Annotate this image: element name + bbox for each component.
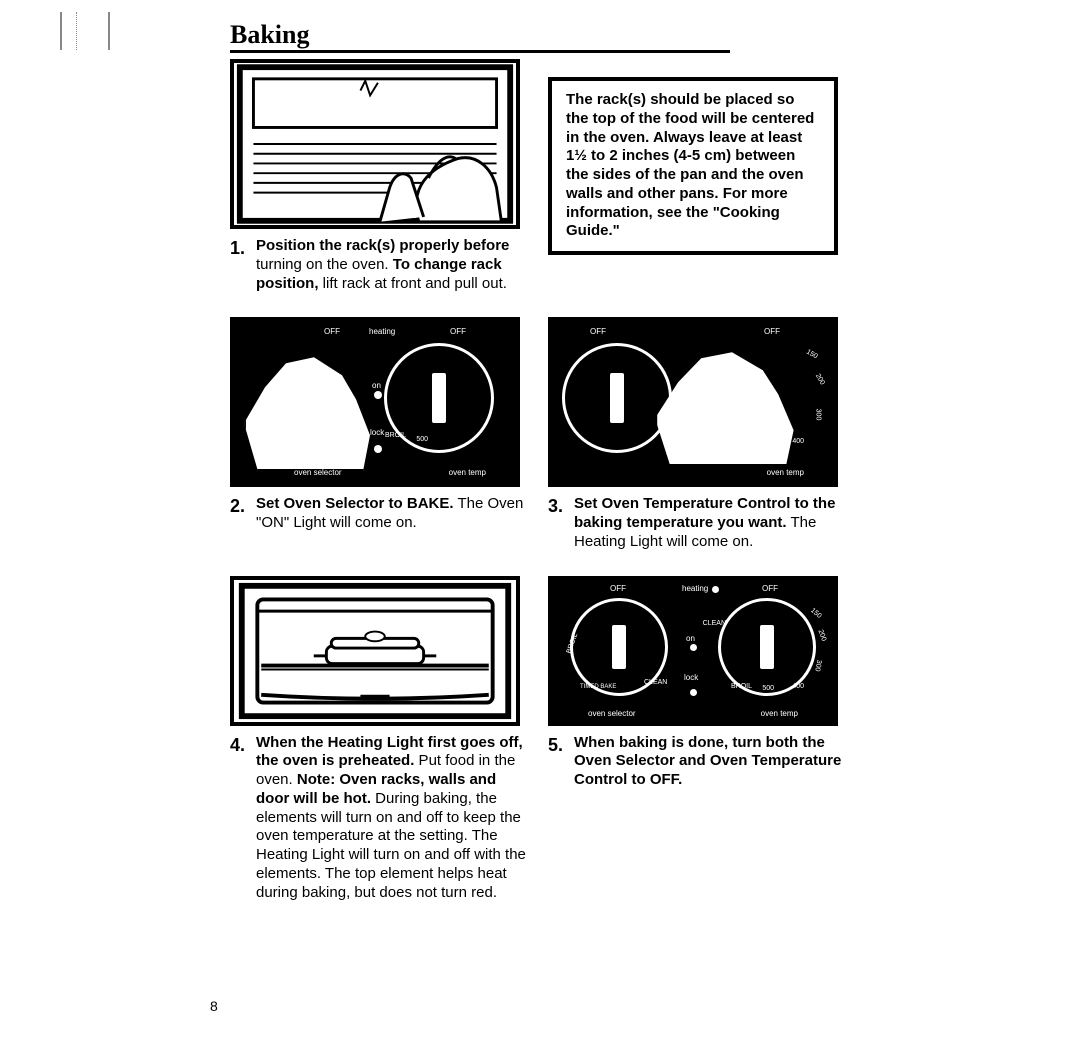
label-300: 300 bbox=[815, 409, 822, 421]
figure-dials-off: OFF heating OFF BROIL TIMED BAKE CLEAN C… bbox=[548, 576, 838, 726]
page-title: Baking bbox=[230, 20, 730, 53]
step-1-bold-1: Position the rack(s) properly before bbox=[256, 237, 509, 254]
oven-with-pan-illustration bbox=[234, 576, 516, 726]
label-150-2: 150 bbox=[809, 607, 822, 620]
label-oven-temp-3: oven temp bbox=[761, 709, 798, 718]
step-2-cell: OFF heating OFF BROIL 500 on lock oven s… bbox=[230, 317, 530, 551]
label-400-2: 400 bbox=[792, 683, 804, 690]
label-broil: BROIL bbox=[385, 432, 406, 439]
step-3-caption: 3. Set Oven Temperature Control to the b… bbox=[548, 495, 848, 551]
selector-dial-2 bbox=[562, 343, 672, 453]
step-5-cell: OFF heating OFF BROIL TIMED BAKE CLEAN C… bbox=[548, 576, 848, 903]
label-300-2: 300 bbox=[814, 659, 823, 672]
label-200: 200 bbox=[814, 373, 826, 387]
step-5-bold-1: When baking is done, turn both the Oven … bbox=[574, 734, 841, 789]
label-oven-temp: oven temp bbox=[449, 468, 486, 477]
label-off-4: OFF bbox=[764, 327, 780, 336]
label-lock-2: lock bbox=[684, 673, 698, 682]
label-200-2: 200 bbox=[817, 628, 828, 641]
figure-food-in-oven bbox=[230, 576, 520, 726]
step-1-text-2: lift rack at front and pull out. bbox=[319, 275, 507, 292]
label-500-2: 500 bbox=[762, 685, 774, 692]
label-heating-2: heating bbox=[682, 584, 708, 593]
step-4-caption: 4. When the Heating Light first goes off… bbox=[230, 734, 530, 903]
page-number: 8 bbox=[210, 998, 218, 1014]
step-5-caption: 5. When baking is done, turn both the Ov… bbox=[548, 734, 848, 790]
label-oven-selector: oven selector bbox=[294, 468, 342, 477]
callout-cell: The rack(s) should be placed so the top … bbox=[548, 59, 848, 293]
rack-placement-callout: The rack(s) should be placed so the top … bbox=[548, 77, 838, 255]
step-4-number: 4. bbox=[230, 734, 245, 757]
label-oven-temp-2: oven temp bbox=[767, 468, 804, 477]
step-5-number: 5. bbox=[548, 734, 563, 757]
label-off-1: OFF bbox=[324, 327, 340, 336]
label-off-2: OFF bbox=[450, 327, 466, 336]
step-2-number: 2. bbox=[230, 495, 245, 518]
label-on: on bbox=[372, 381, 381, 390]
step-3-cell: OFF OFF 150 200 300 400 BROIL oven temp … bbox=[548, 317, 848, 551]
step-4-cell: 4. When the Heating Light first goes off… bbox=[230, 576, 530, 903]
label-off-3: OFF bbox=[590, 327, 606, 336]
hand-turning-temp-icon bbox=[655, 346, 809, 466]
page-edge-marks bbox=[60, 12, 110, 50]
step-1-caption: 1. Position the rack(s) properly before … bbox=[230, 237, 530, 293]
temp-dial-off bbox=[718, 598, 816, 696]
label-on-2: on bbox=[686, 634, 695, 643]
step-3-number: 3. bbox=[548, 495, 563, 518]
label-clean: CLEAN bbox=[644, 679, 667, 686]
label-400: 400 bbox=[792, 438, 804, 445]
label-heating: heating bbox=[369, 327, 395, 336]
step-1-text-1: turning on the oven. bbox=[256, 256, 393, 273]
figure-set-temp: OFF OFF 150 200 300 400 BROIL oven temp bbox=[548, 317, 838, 487]
label-oven-selector-2: oven selector bbox=[588, 709, 636, 718]
step-2-caption: 2. Set Oven Selector to BAKE. The Oven "… bbox=[230, 495, 530, 533]
step-1-number: 1. bbox=[230, 237, 245, 260]
step-2-bold-1: Set Oven Selector to BAKE. bbox=[256, 495, 454, 512]
label-150: 150 bbox=[805, 349, 819, 361]
label-off-6: OFF bbox=[762, 584, 778, 593]
label-timed-bake: TIMED BAKE bbox=[580, 684, 616, 690]
figure-rack-placement bbox=[230, 59, 520, 229]
label-clean-2: CLEAN bbox=[703, 620, 726, 627]
step-1-cell: 1. Position the rack(s) properly before … bbox=[230, 59, 530, 293]
label-broil-2: BROIL bbox=[743, 440, 764, 447]
oven-rack-illustration bbox=[234, 59, 516, 229]
figure-set-bake: OFF heating OFF BROIL 500 on lock oven s… bbox=[230, 317, 520, 487]
hand-turning-selector-icon bbox=[244, 351, 384, 471]
label-broil-4: BROIL bbox=[731, 683, 752, 690]
label-500: 500 bbox=[416, 436, 428, 443]
label-off-5: OFF bbox=[610, 584, 626, 593]
label-lock: lock bbox=[370, 428, 384, 437]
instruction-grid: 1. Position the rack(s) properly before … bbox=[230, 59, 1040, 902]
